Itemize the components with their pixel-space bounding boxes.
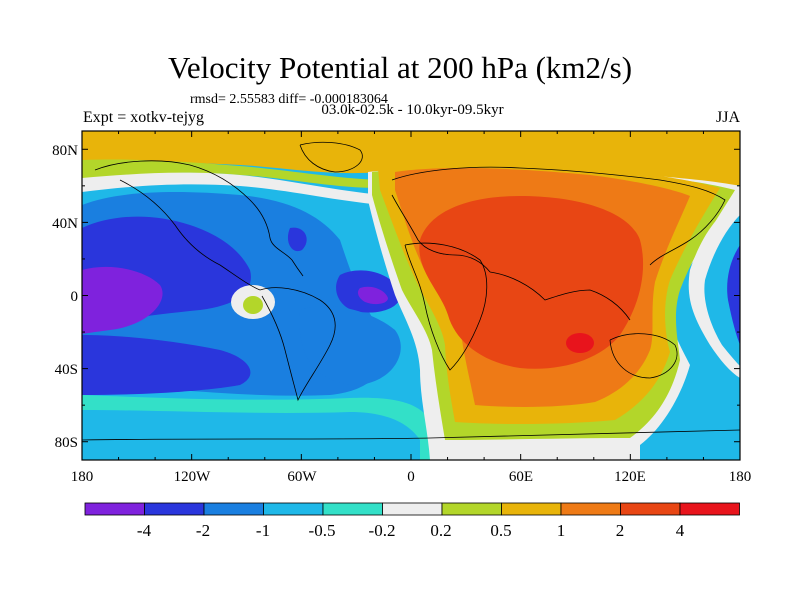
- y-tick-label: 80S: [55, 435, 78, 451]
- colorbar-swatch: [679, 502, 740, 516]
- x-tick-label: 60W: [287, 469, 317, 485]
- y-tick-label: 0: [71, 289, 79, 305]
- colorbar-label: -0.5: [309, 521, 336, 540]
- europe-coast: [391, 194, 491, 273]
- colorbar-label: 4: [676, 521, 685, 540]
- colorbar-label: -1: [256, 521, 270, 540]
- stats-label: rmsd= 2.55583 diff= -0.000183064: [190, 92, 388, 107]
- colorbar-label: -4: [137, 521, 152, 540]
- arctic-neutral: [82, 172, 382, 205]
- x-tick-label: 180: [729, 469, 752, 485]
- ticks: [81, 131, 741, 460]
- colorbar-label: -0.2: [369, 521, 396, 540]
- positive-core: [419, 196, 644, 369]
- north-america-west-coast: [119, 179, 261, 291]
- x-tick-label: 60E: [509, 469, 533, 485]
- positive-max: [566, 333, 594, 353]
- contour-field: [82, 131, 740, 460]
- local-positive-core: [243, 296, 263, 314]
- colorbar-swatch: [441, 502, 502, 516]
- y-tick-label: 40S: [55, 362, 78, 378]
- colorbar-swatch: [263, 502, 324, 516]
- x-tick-label: 180: [71, 469, 94, 485]
- west-pacific-negative: [704, 215, 740, 366]
- antarctica-coast: [82, 429, 740, 441]
- south-pacific-negative: [82, 335, 251, 395]
- colorbar-swatch: [501, 502, 562, 516]
- west-pacific-strong-negative: [727, 245, 740, 345]
- colorbar-swatch: [84, 502, 145, 516]
- x-tick-label: 120E: [614, 469, 646, 485]
- colorbar-swatch: [322, 502, 383, 516]
- colorbar-label: 0.2: [430, 521, 451, 540]
- pacific-min: [82, 266, 163, 334]
- colorbar-swatch: [620, 502, 681, 516]
- greenland-coast: [299, 141, 363, 173]
- colorbar-label: -2: [196, 521, 210, 540]
- colorbar: [84, 502, 740, 516]
- y-tick-label: 80N: [52, 143, 78, 159]
- y-tick-label: 40N: [52, 216, 78, 232]
- x-tick-labels: 180 120W 60W 0 60E 120E 180: [71, 469, 752, 485]
- arctic-weak-positive: [82, 159, 380, 188]
- colorbar-labels: -4 -2 -1 -0.5 -0.2 0.2 0.5 1 2 4: [137, 521, 685, 540]
- south-america-coast: [259, 287, 336, 402]
- caribbean-negative: [287, 227, 307, 252]
- colorbar-label: 0.5: [490, 521, 511, 540]
- colorbar-swatch: [144, 502, 205, 516]
- south-asia-coast: [489, 271, 631, 321]
- experiment-label: Expt = xotkv-tejyg: [83, 109, 205, 126]
- antarctic-weak-negative: [82, 410, 420, 460]
- x-tick-label: 120W: [174, 469, 212, 485]
- atlantic-min: [357, 286, 388, 305]
- coastlines: [82, 141, 740, 441]
- colorbar-label: 2: [616, 521, 625, 540]
- colorbar-swatch: [203, 502, 264, 516]
- africa-coast: [404, 242, 488, 371]
- x-tick-label: 0: [407, 469, 415, 485]
- colorbar-label: 1: [557, 521, 566, 540]
- south-atlantic-negative: [299, 306, 401, 385]
- season-label: JJA: [716, 109, 741, 126]
- colorbar-swatch: [560, 502, 621, 516]
- colorbar-swatch: [382, 502, 443, 516]
- australia-coast: [609, 333, 678, 379]
- y-tick-labels: 80N 40N 0 40S 80S: [52, 143, 78, 451]
- eurasia-north-coast: [391, 166, 726, 266]
- period-label: 03.0k-02.5k - 10.0kyr-09.5kyr: [321, 102, 504, 118]
- north-america-coast: [94, 160, 304, 277]
- figure-title: Velocity Potential at 200 hPa (km2/s): [167, 50, 633, 85]
